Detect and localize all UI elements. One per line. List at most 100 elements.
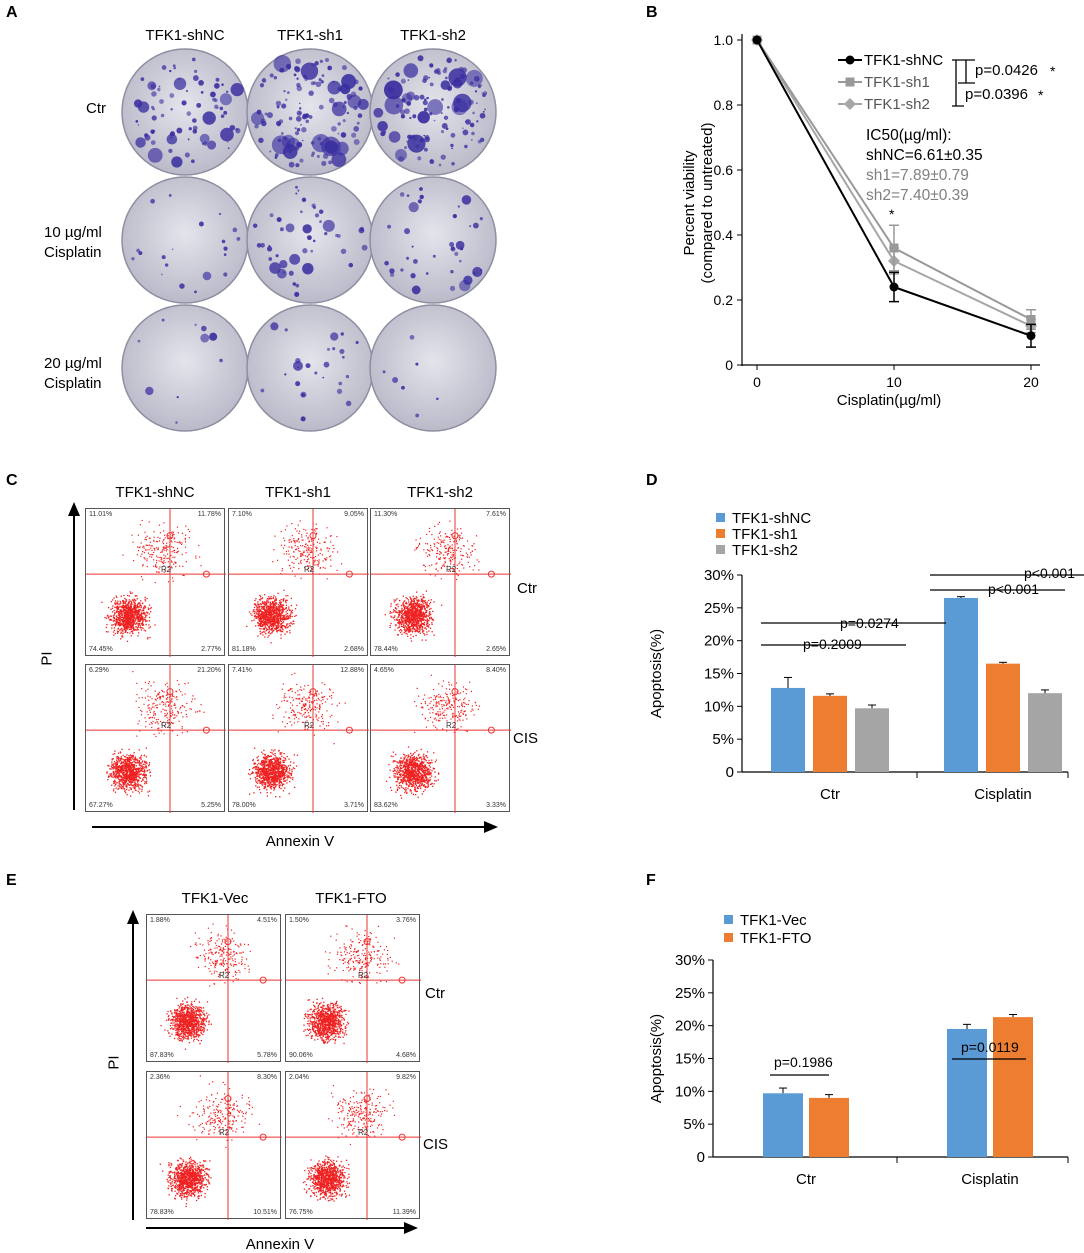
gate-handle [487, 570, 495, 578]
legend-label: TFK1-sh2 [864, 96, 930, 113]
colony-dot [482, 93, 486, 98]
colony-dot [273, 55, 292, 73]
colony-dot [338, 381, 343, 386]
legend-marker [845, 77, 855, 87]
colony-dot [340, 332, 344, 336]
colony-dot [409, 116, 412, 120]
flow-dots: R2 [371, 509, 511, 657]
colony-dot [192, 118, 197, 123]
flow-dots: R2 [147, 915, 282, 1063]
colony-dot [337, 86, 342, 92]
colony-dot [440, 130, 445, 134]
colony-dot [278, 119, 284, 124]
colony-dot [200, 91, 204, 94]
data-point [1026, 331, 1036, 341]
flow-dots: R2 [86, 665, 226, 813]
colony-dot [321, 136, 341, 157]
pval-f-cis: p=0.0119 [961, 1039, 1019, 1055]
flow-plot: R2 11.01% 11.78% 74.45% 2.77% [85, 508, 226, 657]
colony-dot [406, 194, 410, 197]
legend-marker [845, 55, 855, 65]
colony-dot [359, 226, 365, 232]
bracket-sh2 [952, 59, 964, 107]
colony-dot [285, 143, 289, 146]
panel-c-col-shnc: TFK1-shNC [115, 484, 195, 501]
colony-dot [342, 355, 345, 359]
y-tick-label: 0 [726, 764, 734, 781]
flow-plot: R2 1.50% 3.76% 90.06% 4.68% [285, 914, 421, 1063]
legend-label: TFK1-sh1 [864, 74, 930, 91]
panel-a-row-20-drug: Cisplatin [44, 375, 102, 392]
colony-dot [198, 221, 204, 227]
flow-plot: R2 6.29% 21.20% 67.27% 5.25% [85, 664, 226, 813]
colony-dot [151, 115, 157, 121]
colony-dot [484, 108, 486, 111]
gate-handle [309, 532, 317, 540]
colony-dot [328, 160, 332, 165]
panel-a-col-shnc: TFK1-shNC [145, 27, 225, 44]
colony-dot [190, 159, 195, 164]
colony-dot [220, 114, 225, 118]
colony-dot [202, 271, 212, 281]
colony-dot [324, 57, 330, 63]
colony-dot [406, 256, 410, 260]
colony-dot [465, 120, 467, 123]
colony-dot [399, 192, 405, 197]
colony-dot [194, 290, 197, 294]
gate-handle [259, 1133, 267, 1141]
x-axis-title: Cisplatin(µg/ml) [837, 392, 942, 409]
colony-dot [179, 283, 185, 289]
colony-dot [315, 81, 322, 88]
colony-dot [302, 263, 314, 275]
quadrant-percent: 5.25% [201, 802, 221, 809]
colony-dot [279, 260, 288, 269]
colony-dot [433, 119, 436, 122]
panel-label-d: D [646, 472, 658, 489]
colony-dot [173, 66, 177, 70]
colony-dot [150, 140, 156, 145]
colony-dot [411, 285, 421, 295]
colony-dot [274, 156, 278, 159]
colony-dot [395, 72, 400, 77]
pval-sh1-star: * [1050, 63, 1056, 79]
colony-dot [214, 98, 218, 103]
y-tick-label: 5% [683, 1116, 705, 1133]
colony-dot [356, 121, 360, 125]
gate-handle [202, 570, 210, 578]
colony-dot [260, 388, 265, 393]
gate-label: R2 [161, 721, 172, 730]
colony-dot [299, 158, 304, 163]
data-point [752, 35, 762, 45]
quadrant-percent: 8.40% [486, 667, 506, 674]
quadrant-percent: 8.30% [257, 1074, 277, 1081]
y-tick-label: 20% [675, 1018, 705, 1035]
colony-dot [440, 154, 446, 160]
flow-dots: R2 [147, 1072, 282, 1220]
colony-dot [269, 262, 281, 274]
flow-cytometry-arrows-c [68, 502, 498, 833]
colony-dot [353, 105, 358, 111]
colony-dot [341, 74, 357, 90]
colony-dot [209, 332, 218, 341]
colony-dot [346, 93, 353, 100]
gate-label: R2 [304, 565, 315, 574]
colony-dot [481, 92, 484, 95]
quadrant-percent: 9.82% [396, 1074, 416, 1081]
quadrant-percent: 3.71% [344, 802, 364, 809]
colony-dot [169, 93, 175, 98]
colony-dot [161, 318, 165, 322]
legend-label: TFK1-sh1 [732, 526, 798, 543]
y-axis-title-2: (compared to untreated) [699, 123, 716, 284]
colony-dot [192, 75, 199, 81]
flow-plot: R2 2.36% 8.30% 78.83% 10.51% [146, 1071, 282, 1220]
colony-dot [404, 108, 410, 115]
colony-dot [274, 153, 279, 158]
colony-dot [437, 71, 441, 75]
colony-dot [343, 101, 347, 105]
colony-dot [389, 272, 395, 277]
colony-dot [401, 385, 405, 390]
bar-TFK1-shNC [771, 687, 805, 772]
colony-dot [310, 249, 314, 253]
colony-dot [218, 212, 222, 216]
colony-dot [387, 77, 390, 80]
